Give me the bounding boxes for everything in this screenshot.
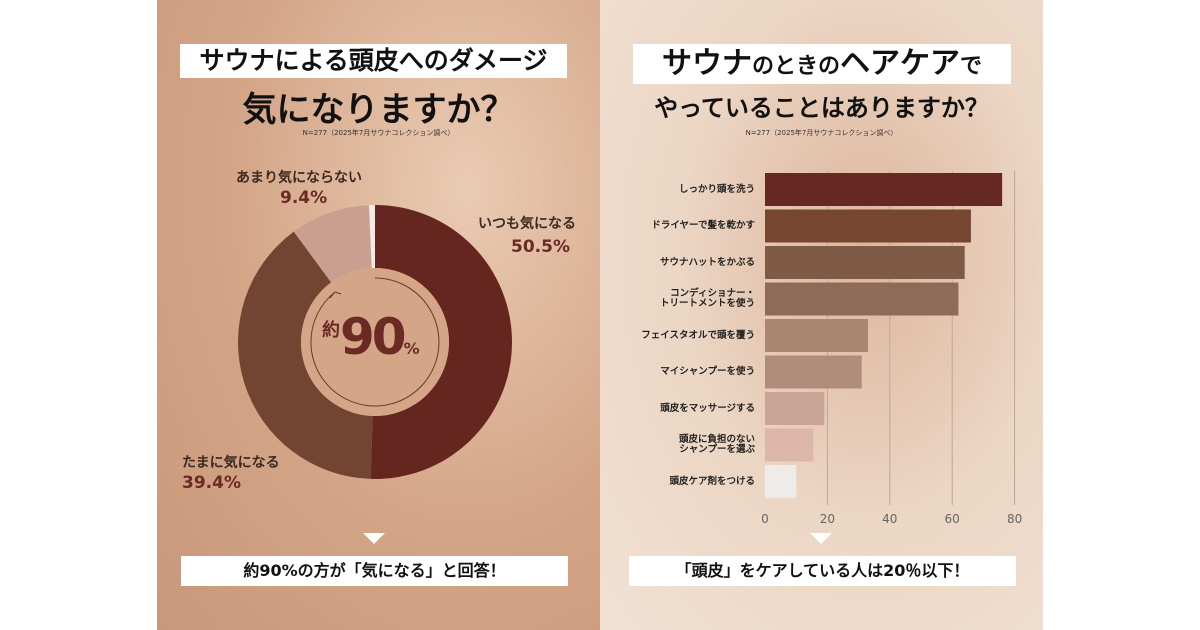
right-note: N=277（2025年7月サウナコレクション調べ） [745,129,898,137]
x-tick-label: 60 [945,512,960,526]
bar-category-label: しっかり頭を洗う [678,183,755,195]
pct-always: 50.5% [511,237,570,257]
bar-category-label: 頭皮ケア剤をつける [669,475,755,487]
bar [765,246,965,279]
bar-category-label: ドライヤーで髪を乾かす [651,220,755,231]
bar-chart: 0 20 40 60 80 [761,171,1022,526]
pct-sometimes: 39.4% [182,473,241,493]
bar [765,173,1003,206]
bar [765,465,797,498]
label-always: いつも気になる [478,216,576,232]
x-tick-label: 80 [1007,512,1022,526]
donut-chart [237,205,512,479]
right-title-line2: やっていることはありますか？ [654,94,989,122]
donut-slice [370,205,512,479]
title-sauna: サウナ [661,46,752,81]
circular-arrow-icon [310,277,440,407]
x-tick-label: 0 [761,512,769,526]
bar [765,428,814,462]
left-title-line2: 気になりますか？ [242,90,515,130]
title-notoki: のときの [751,54,840,79]
right-title-line1: サウナのときのヘアケアで [633,44,1011,84]
bar [765,319,868,352]
left-conclusion: 約90%の方が「気になる」と回答！ [181,556,568,586]
donut-slice [293,205,372,283]
bar [765,209,971,243]
left-title-line1: サウナによる頭皮へのダメージ [180,44,567,78]
x-tick-label: 40 [882,512,897,526]
center-prefix: 約 [322,320,340,341]
bar-category-label: 頭皮に負担のない シャンプーを選ぶ [678,434,755,455]
donut-slice [368,205,375,269]
down-arrow-icon [363,533,385,544]
bar-category-label: サウナハットをかぶる [659,256,755,268]
center-unit: % [403,339,420,358]
bar-category-label: 頭皮をマッサージする [660,402,755,414]
label-rarely: あまり気にならない [236,170,362,186]
arrow-head-icon [329,291,342,299]
bar-category-label: コンディショナー・ トリートメントを使う [659,288,755,309]
right-conclusion: 「頭皮」をケアしている人は20％以下！ [629,556,1016,586]
donut-slice [237,231,373,479]
left-note: N=277（2025年7月サウナコレクション調べ） [302,129,455,137]
center-callout: 約90% [322,308,420,366]
title-haircare: ヘアケア [840,46,960,81]
bar-category-label: マイシャンプーを使う [660,366,755,377]
bar [765,355,862,389]
title-de: で [960,54,983,79]
down-arrow-icon [810,533,832,544]
label-sometimes: たまに気になる [182,455,280,471]
x-tick-label: 20 [820,512,835,526]
center-value: 90 [340,308,407,366]
bar [765,282,959,316]
pct-rarely: 9.4% [280,188,328,208]
bar-category-label: フェイスタオルで頭を覆う [641,329,755,341]
bar [765,392,825,425]
donut-hole [301,268,449,416]
